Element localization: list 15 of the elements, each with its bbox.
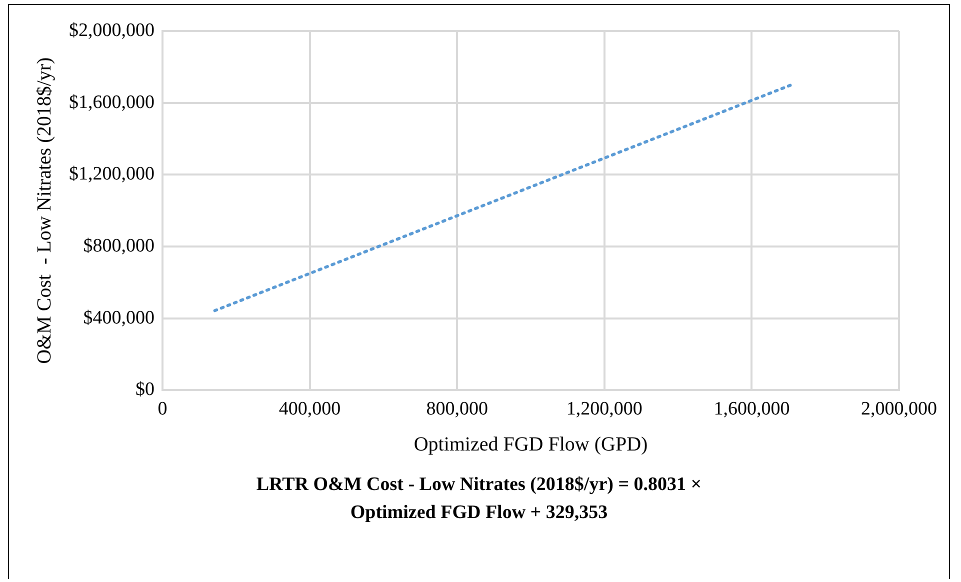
y-tick-label: $800,000 — [83, 236, 154, 257]
x-tick-label: 800,000 — [426, 398, 488, 420]
x-tick-label: 0 — [158, 398, 168, 420]
y-axis-title: O&M Cost - Low Nitrates (2018$/yr) — [33, 57, 56, 364]
x-tick-label: 2,000,000 — [861, 398, 937, 420]
x-tick-label: 1,200,000 — [566, 398, 642, 420]
y-tick-label: $400,000 — [83, 307, 154, 328]
x-tick-label: 1,600,000 — [714, 398, 790, 420]
x-axis-title: Optimized FGD Flow (GPD) — [414, 433, 648, 456]
y-tick-label: $2,000,000 — [69, 20, 154, 41]
x-tick-label: 400,000 — [278, 398, 341, 420]
y-tick-label: $1,200,000 — [69, 164, 154, 185]
y-tick-label: $1,600,000 — [69, 92, 154, 113]
text: LRTR O&M Cost - Low Nitrates (2018$/yr) = 0.8031 × Optimized FGD Flow + 329,353 — [255, 473, 703, 525]
y-tick-label: $0 — [136, 379, 154, 400]
